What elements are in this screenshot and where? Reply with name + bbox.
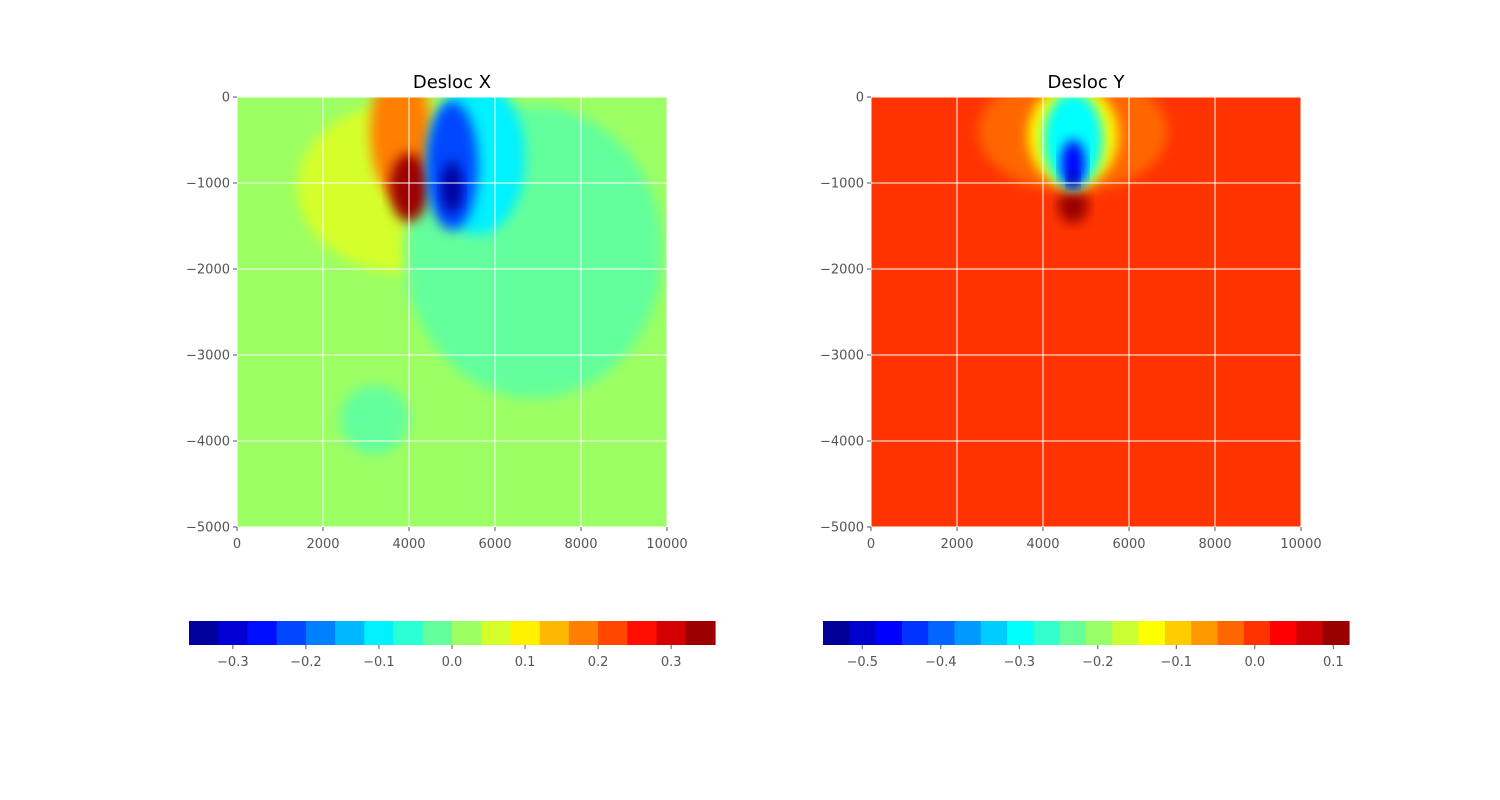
colorbar-tick-label: −0.1 (1160, 655, 1192, 670)
colorbar-segment (1112, 621, 1140, 645)
x-tick-label: 10000 (1280, 537, 1321, 552)
colorbar-segment (954, 621, 982, 645)
colorbar-tick-label: −0.3 (1003, 655, 1035, 670)
y-tick-label: −2000 (186, 263, 230, 278)
colorbar-tick-label: 0.0 (442, 655, 463, 670)
colorbar-segment (849, 621, 877, 645)
colorbar-segment (335, 621, 365, 645)
colorbar-segment (364, 621, 395, 645)
colorbar-segment (1191, 621, 1219, 645)
subplot-desloc-x: Desloc X 0 2000 4000 6000 8000 10000 0 −1000 −2… (186, 72, 688, 552)
x-tick-label: 4000 (392, 537, 425, 552)
contour-region (1067, 171, 1079, 188)
grid (236, 96, 668, 528)
y-tick-label: −5000 (186, 521, 230, 536)
x-tick-label: 8000 (564, 537, 597, 552)
y-tick-label: −1000 (186, 177, 230, 192)
colorbar-segment (598, 621, 628, 645)
y-tick-label: −4000 (186, 435, 230, 450)
colorbar-segment (875, 621, 903, 645)
colorbar-tick-label: −0.4 (925, 655, 957, 670)
colorbar-segment (510, 621, 541, 645)
colorbar-segment (627, 621, 658, 645)
y-tick-label: −4000 (820, 435, 864, 450)
colorbar-tick-label: −0.3 (217, 655, 249, 670)
subplot-title: Desloc Y (1048, 72, 1126, 93)
contour-region (1058, 185, 1089, 224)
colorbar-segment (452, 621, 482, 645)
colorbar-segment (1296, 621, 1324, 645)
x-axis: 0 2000 4000 6000 8000 10000 (233, 527, 688, 552)
colorbar-segment (901, 621, 929, 645)
colorbar-tick-label: −0.5 (846, 655, 878, 670)
colorbar-tick-label: 0.1 (515, 655, 536, 670)
y-tick-label: −2000 (820, 263, 864, 278)
y-tick-label: −1000 (820, 177, 864, 192)
x-tick-label: 8000 (1198, 537, 1231, 552)
colorbar-segment (928, 621, 956, 645)
colorbar-segment (1086, 621, 1113, 645)
y-tick-label: −3000 (820, 349, 864, 364)
colorbar-desloc-y: −0.5 −0.4 −0.3 −0.2 −0.1 0.0 0.1 (823, 621, 1350, 670)
y-tick-label: −3000 (186, 349, 230, 364)
colorbar-tick-label: −0.2 (290, 655, 322, 670)
colorbar-tick-label: 0.1 (1323, 655, 1344, 670)
colorbar-segment (656, 621, 687, 645)
colorbar-tick-label: 0.0 (1244, 655, 1265, 670)
colorbar-segment (218, 621, 249, 645)
x-tick-label: 4000 (1026, 537, 1059, 552)
y-axis: 0 −1000 −2000 −3000 −4000 −5000 (820, 91, 871, 536)
colorbar-segment (568, 621, 599, 645)
colorbar-segment (393, 621, 424, 645)
y-tick-label: 0 (856, 91, 864, 106)
x-tick-label: 6000 (1112, 537, 1145, 552)
x-tick-label: 6000 (478, 537, 511, 552)
y-tick-label: 0 (222, 91, 230, 106)
colorbar-segment (1164, 621, 1192, 645)
subplot-desloc-y: Desloc Y 0 2000 4000 6000 8000 10000 0 −1000 −2… (820, 72, 1322, 552)
grid (870, 96, 1302, 528)
colorbar-segment (189, 621, 219, 645)
y-tick-label: −5000 (820, 521, 864, 536)
colorbar-segment (276, 621, 307, 645)
colorbar-segment (1322, 621, 1350, 645)
colorbar-segment (823, 621, 850, 645)
subplot-title: Desloc X (413, 72, 491, 93)
x-tick-label: 2000 (940, 537, 973, 552)
colorbar-segment (1033, 621, 1061, 645)
x-tick-label: 0 (233, 537, 241, 552)
contour-region (340, 385, 409, 454)
x-tick-label: 10000 (646, 537, 687, 552)
colorbar-segment (481, 621, 512, 645)
colorbar-segment (305, 621, 336, 645)
x-tick-label: 2000 (306, 537, 339, 552)
colorbar-segment (539, 621, 570, 645)
contour-region (441, 161, 463, 214)
colorbar-tick-label: 0.3 (661, 655, 682, 670)
y-axis: 0 −1000 −2000 −3000 −4000 −5000 (186, 91, 237, 536)
colorbar-segment (980, 621, 1008, 645)
x-tick-label: 0 (867, 537, 875, 552)
colorbar-segment (1007, 621, 1034, 645)
colorbar-segment (1059, 621, 1087, 645)
colorbar-segment (1217, 621, 1245, 645)
contour-region (1061, 140, 1086, 189)
colorbar-tick-label: −0.1 (363, 655, 395, 670)
colorbar-desloc-x: −0.3 −0.2 −0.1 0.0 0.1 0.2 0.3 (189, 621, 716, 670)
x-axis: 0 2000 4000 6000 8000 10000 (867, 527, 1322, 552)
contour-field (978, 97, 1168, 224)
colorbar-segment (1270, 621, 1297, 645)
colorbar-segment (685, 621, 716, 645)
colorbar-tick-label: −0.2 (1082, 655, 1114, 670)
colorbar-segment (247, 621, 278, 645)
colorbar-segment (1138, 621, 1166, 645)
colorbar-segment (1243, 621, 1271, 645)
colorbar-tick-label: 0.2 (588, 655, 609, 670)
colorbar-segment (422, 621, 453, 645)
